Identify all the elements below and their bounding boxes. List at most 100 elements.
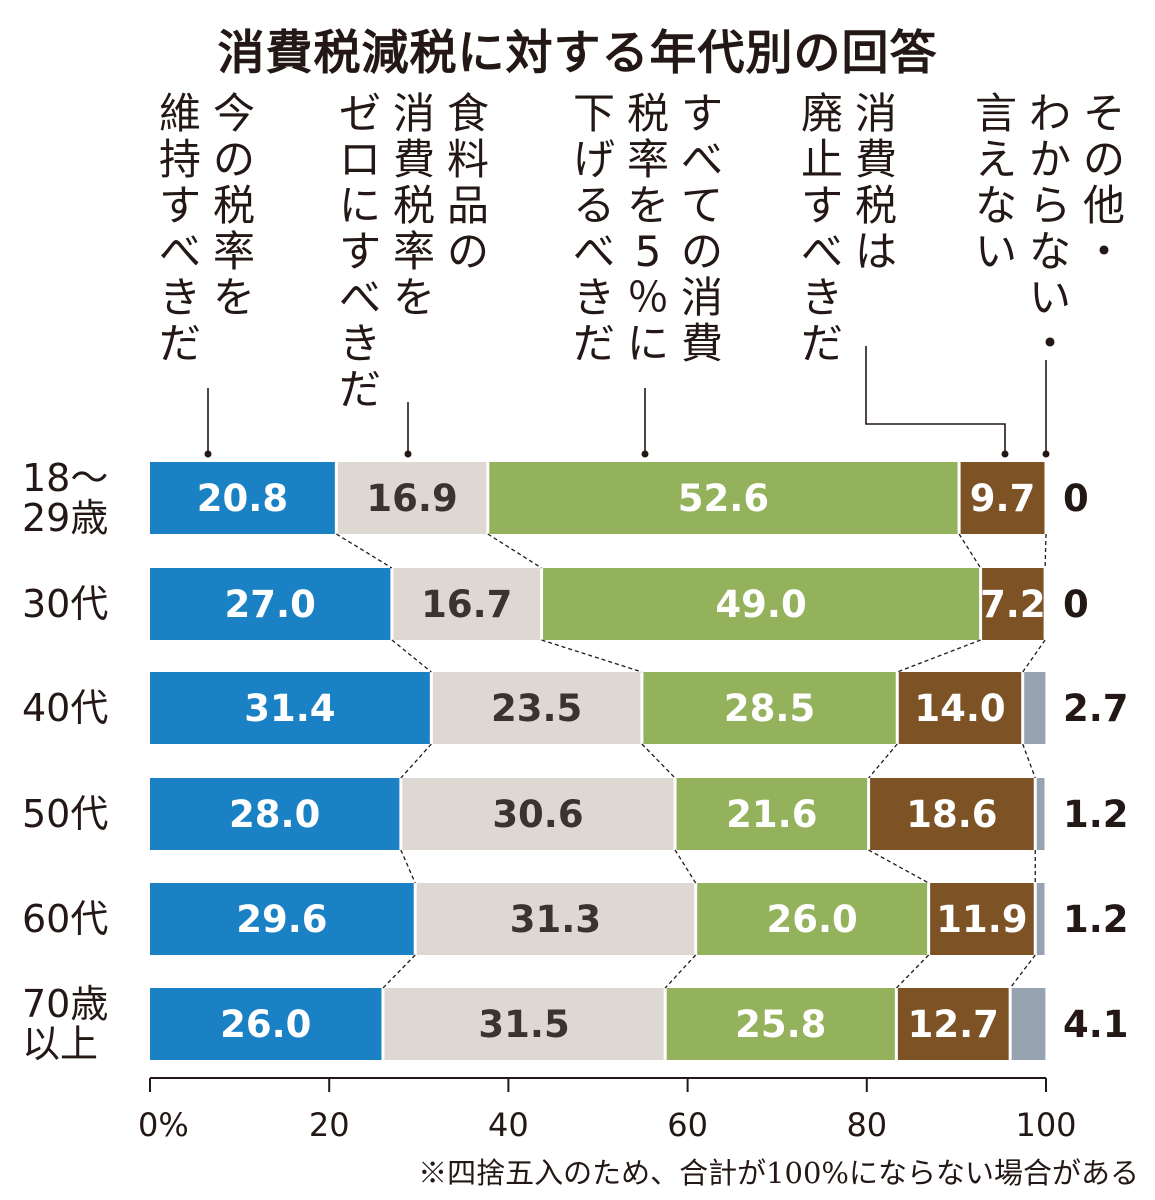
value-label: 12.7: [908, 1003, 999, 1046]
bar-keep: [150, 988, 382, 1060]
value-label-other: 4.1: [1063, 1003, 1129, 1046]
legend-abolish: 止: [801, 135, 843, 184]
legend-cut5: 費: [681, 319, 723, 368]
connector-line: [541, 639, 643, 673]
connector-line: [868, 743, 898, 779]
legend-keep: き: [159, 273, 201, 322]
legend-cut5: べ: [573, 227, 615, 276]
age-label: 30代: [22, 582, 108, 626]
age-label: 以上: [22, 1022, 98, 1066]
legend-cut5: べ: [681, 135, 723, 184]
legend-cut5: す: [681, 89, 723, 138]
legend-cut5: ％: [627, 273, 669, 322]
value-label-other: 1.2: [1063, 898, 1129, 941]
legend-food_zero: 食: [447, 89, 489, 138]
legend-abolish: べ: [801, 227, 843, 276]
bar-other: [1011, 988, 1046, 1060]
legend-cut5: き: [573, 273, 615, 322]
connector-line: [897, 639, 981, 673]
x-tick-label: 100: [1015, 1106, 1076, 1144]
legend-other: わ: [1029, 89, 1071, 138]
bar-keep: [150, 883, 414, 955]
connector-line: [868, 849, 929, 884]
connector-line: [641, 743, 676, 779]
leader-abolish: [865, 346, 1006, 454]
connector-line: [382, 954, 416, 989]
legend-other: ら: [1029, 181, 1071, 230]
value-label-other: 0: [1063, 477, 1089, 520]
legend-other: 他: [1083, 181, 1125, 230]
value-label-other: 0: [1063, 583, 1089, 626]
value-label: 31.5: [478, 1003, 569, 1046]
bar-abolish: [898, 672, 1022, 744]
age-label: 50代: [22, 792, 108, 836]
legend-cut5: に: [627, 319, 669, 368]
legend-cut5: 率: [627, 135, 669, 184]
legend-food_zero: 費: [393, 135, 435, 184]
bar-cut5: [543, 568, 980, 640]
legend-abolish: 費: [855, 135, 897, 184]
chart-title: 消費税減税に対する年代別の回答: [217, 26, 938, 81]
connector-line: [1022, 639, 1046, 673]
connector-line: [1009, 954, 1036, 989]
legend-keep: 率: [213, 227, 255, 276]
value-label: 23.5: [491, 687, 582, 730]
legend-food_zero: 率: [393, 227, 435, 276]
legend-food_zero: 品: [447, 181, 489, 230]
connector-line: [895, 954, 930, 989]
legend-abolish: は: [855, 227, 897, 276]
legend-other: え: [975, 135, 1017, 184]
value-label: 31.4: [244, 687, 335, 730]
legend-food_zero: 消: [393, 89, 435, 138]
x-tick-label: 0%: [138, 1106, 189, 1144]
legend-cut5: の: [681, 227, 723, 276]
leader-food-zero-dot: [404, 450, 412, 458]
bar-abolish: [870, 778, 1034, 850]
connector-line: [400, 849, 416, 884]
value-label: 14.0: [914, 687, 1005, 730]
value-label-other: 1.2: [1063, 793, 1129, 836]
leader-other-dot: [1042, 450, 1050, 458]
legend-cut5: 5: [635, 227, 662, 276]
legend-other: ・: [1083, 227, 1125, 276]
age-label: 18〜: [22, 456, 108, 500]
legend-other: な: [975, 181, 1017, 230]
legend-food_zero: 税: [393, 181, 435, 230]
value-label: 18.6: [906, 793, 997, 836]
value-label: 11.9: [936, 898, 1027, 941]
value-label: 21.6: [726, 793, 817, 836]
value-label: 26.0: [766, 898, 857, 941]
leader-keep-dot: [204, 450, 212, 458]
legend-other: そ: [1083, 89, 1125, 138]
legend-other: い: [975, 227, 1017, 276]
bar-cut5: [697, 883, 928, 955]
value-label: 26.0: [220, 1003, 311, 1046]
bar-cut5: [489, 462, 958, 534]
connector-line: [336, 533, 393, 569]
value-label: 31.3: [510, 898, 601, 941]
bar-abolish: [982, 568, 1044, 640]
legend-abolish: 廃: [801, 89, 843, 138]
x-tick-label: 60: [667, 1106, 708, 1144]
value-label: 16.7: [421, 583, 512, 626]
age-label: 70歳: [22, 982, 108, 1026]
legend-food_zero: だ: [339, 365, 381, 414]
legend-abolish: き: [801, 273, 843, 322]
legend-keep: を: [213, 273, 255, 322]
legend-keep: す: [159, 181, 201, 230]
value-label: 52.6: [678, 477, 769, 520]
value-label: 25.8: [735, 1003, 826, 1046]
legend-cut5: 下: [573, 89, 615, 138]
legend-other: い: [1029, 273, 1071, 322]
legend-cut5: 税: [627, 89, 669, 138]
connector-line: [664, 954, 697, 989]
legend-food_zero: べ: [339, 273, 381, 322]
legend-keep: 維: [159, 89, 201, 138]
bar-other: [1024, 672, 1046, 744]
bar-food_zero: [416, 883, 695, 955]
bar-food_zero: [393, 568, 541, 640]
legend-food_zero: を: [393, 273, 435, 322]
value-label-other: 2.7: [1063, 687, 1129, 730]
value-label: 28.0: [229, 793, 320, 836]
legend-keep: 持: [159, 135, 201, 184]
